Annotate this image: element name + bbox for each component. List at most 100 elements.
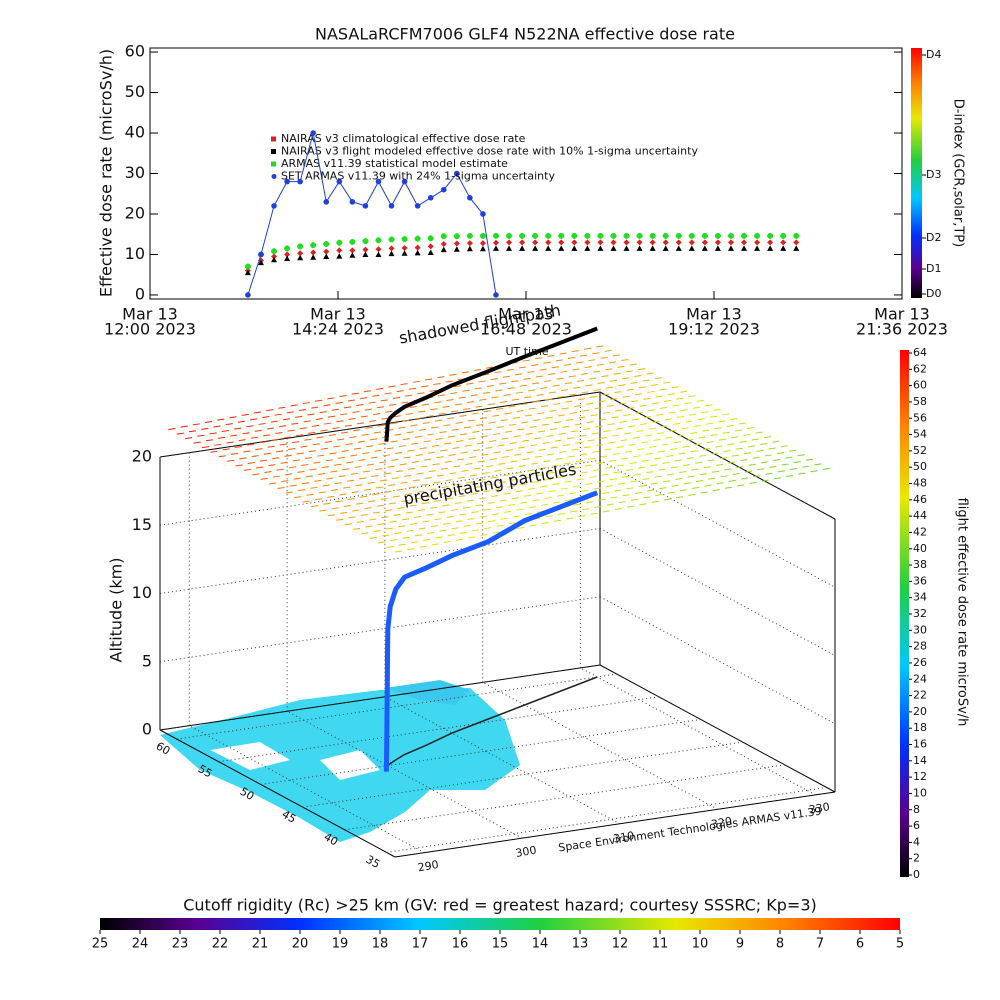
dose-cell — [539, 467, 547, 470]
marker — [388, 245, 395, 252]
dose-cell — [547, 471, 555, 474]
dose-cell — [431, 543, 439, 546]
dose-cell — [411, 442, 419, 445]
colorbar-tick-label: 28 — [913, 640, 927, 653]
dose-cell — [580, 354, 588, 357]
dose-cell — [749, 482, 757, 485]
dose-cell — [414, 516, 422, 519]
colorbar-tick-label: 25 — [92, 937, 109, 952]
dose-cell — [218, 455, 226, 458]
dose-cell — [550, 428, 558, 431]
dose-cell — [373, 530, 381, 532]
marker — [271, 256, 278, 263]
marker — [597, 232, 604, 239]
dose-cell — [449, 472, 457, 475]
dose-cell — [413, 497, 421, 500]
dose-cell — [632, 436, 640, 439]
dose-cell — [230, 452, 239, 455]
marker — [492, 239, 499, 246]
marker — [780, 239, 787, 246]
dose-cell — [337, 456, 345, 459]
dose-cell — [427, 451, 436, 454]
dose-cell — [309, 468, 317, 471]
dose-cell — [329, 452, 337, 455]
dose-cell — [605, 485, 613, 488]
dose-cell — [650, 482, 659, 485]
dose-cell — [492, 414, 500, 417]
dose-cell — [692, 406, 701, 409]
colorbar-tick-label: 44 — [913, 509, 927, 522]
dose-cell — [524, 494, 532, 497]
dose-cell — [289, 484, 297, 487]
marker — [519, 232, 526, 239]
dose-cell — [757, 468, 765, 471]
dose-cell — [377, 424, 385, 427]
dose-cell — [541, 405, 549, 408]
dose-cell — [263, 434, 271, 437]
dose-cell — [772, 440, 780, 443]
dose-cell — [238, 439, 246, 442]
dose-cell — [411, 461, 420, 464]
dose-cell — [447, 534, 455, 537]
dose-cell — [313, 461, 321, 464]
dose-cell — [631, 400, 639, 403]
dose-cell — [380, 399, 388, 402]
marker — [466, 232, 473, 239]
dose-cell — [373, 431, 381, 434]
legend-marker — [271, 149, 276, 154]
dose-cell — [572, 466, 580, 469]
dose-cell — [805, 458, 814, 461]
dose-cell — [547, 453, 555, 456]
dose-cell — [357, 440, 365, 443]
dose-cell — [602, 393, 610, 396]
dose-cell — [303, 420, 311, 423]
dose-cell — [682, 464, 691, 467]
dose-cell — [229, 416, 237, 419]
dose-cell — [704, 484, 712, 487]
dose-cell — [488, 421, 496, 424]
dose-cell — [540, 503, 549, 506]
dose-cell — [168, 428, 176, 431]
dose-cell — [547, 373, 556, 376]
dose-cell — [625, 468, 633, 471]
dose-cell — [292, 459, 300, 462]
dose-cell — [748, 463, 756, 466]
dose-cell — [611, 434, 620, 437]
dose-cell — [209, 432, 217, 435]
dose-cell — [450, 392, 458, 395]
dose-cell — [690, 450, 698, 453]
dose-cell — [446, 497, 454, 500]
x-tick-label: 290 — [417, 858, 440, 874]
dose-cell — [335, 500, 343, 503]
colorbar-tick-label: 23 — [172, 937, 189, 952]
dose-cell — [472, 449, 481, 452]
dose-cell — [316, 436, 324, 439]
marker — [271, 203, 277, 209]
dose-cell — [308, 450, 316, 453]
dose-cell — [520, 501, 528, 504]
marker — [701, 232, 708, 239]
marker — [597, 239, 604, 246]
dose-cell — [341, 449, 349, 452]
dose-cell — [334, 482, 342, 485]
grid-line — [286, 710, 523, 839]
dose-cell — [605, 466, 613, 469]
dose-cell — [437, 474, 445, 477]
dose-cell — [338, 475, 346, 478]
dose-cell — [727, 443, 735, 446]
dose-cell — [724, 486, 733, 489]
dose-cell — [335, 401, 343, 404]
dose-cell — [560, 389, 569, 392]
dose-cell — [507, 485, 515, 488]
marker — [492, 245, 499, 251]
dose-cell — [368, 500, 376, 503]
dose-cell — [589, 377, 597, 380]
dose-cell — [340, 511, 348, 514]
marker — [297, 243, 304, 250]
marker — [571, 245, 578, 251]
dose-cell — [296, 452, 304, 455]
colorbar-tick-label: 16 — [913, 738, 927, 751]
dose-cell — [479, 515, 487, 518]
marker — [662, 232, 669, 239]
dose-cell — [660, 406, 668, 409]
